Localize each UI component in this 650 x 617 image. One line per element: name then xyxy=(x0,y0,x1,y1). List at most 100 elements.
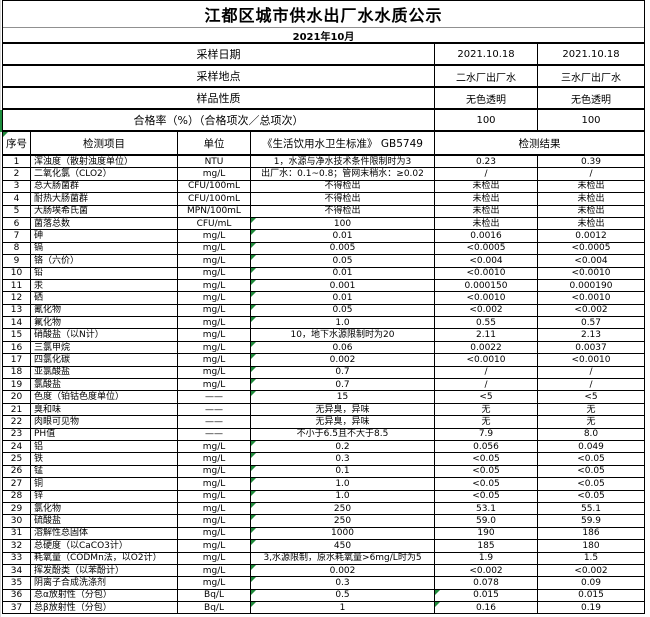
sample-nature-plant3[interactable]: 无色透明 xyxy=(571,94,611,106)
cell-result-plant3[interactable]: <0.05 xyxy=(577,454,605,465)
cell-unit[interactable]: mg/L xyxy=(178,478,251,490)
cell-result-plant3[interactable]: 无 xyxy=(586,416,596,427)
cell-test-item[interactable]: 亚氯酸盐 xyxy=(31,366,178,379)
cell-result-plant3[interactable]: 0.0037 xyxy=(575,342,607,353)
cell-standard-limit[interactable]: 1.0 xyxy=(251,478,435,490)
cell-test-item[interactable]: 锰 xyxy=(31,465,178,478)
cell-standard-limit[interactable]: 450 xyxy=(251,540,435,552)
cell-standard-limit[interactable]: 0.01 xyxy=(251,292,435,304)
pass-rate-plant2[interactable]: 100 xyxy=(435,110,538,130)
cell-result-plant2[interactable]: 59.0 xyxy=(435,515,538,527)
cell-row-number[interactable]: 10 xyxy=(3,267,31,279)
cell-test-item[interactable]: 耗氧量（CODMn法，以O2计） xyxy=(31,552,178,564)
cell-row-number[interactable]: 19 xyxy=(3,379,31,391)
header-no[interactable]: 序号 xyxy=(3,132,31,154)
cell-result-plant2[interactable]: 0.16 xyxy=(435,602,538,614)
cell-unit[interactable]: mg/L xyxy=(178,552,251,564)
cell-test-item[interactable]: 溶解性总固体 xyxy=(31,527,178,540)
cell-unit[interactable]: mg/L xyxy=(178,379,251,391)
cell-row-number[interactable]: 13 xyxy=(3,304,31,317)
cell-test-item[interactable]: PH值 xyxy=(31,428,178,440)
cell-test-item[interactable]: 三氯甲烷 xyxy=(31,341,178,354)
cell-standard-limit[interactable]: 3,水源限制，原水耗氧量>6mg/L时为5 xyxy=(251,552,435,564)
cell-row-number[interactable]: 21 xyxy=(3,403,31,416)
cell-unit[interactable]: mg/L xyxy=(178,267,251,279)
cell-standard-limit[interactable]: 0.005 xyxy=(251,242,435,255)
cell-result-plant2[interactable]: 190 xyxy=(435,527,538,540)
cell-test-item[interactable]: 砷 xyxy=(31,230,178,242)
cell-row-number[interactable]: 14 xyxy=(3,317,31,329)
cell-standard-limit[interactable]: 不得检出 xyxy=(251,205,435,217)
cell-row-number[interactable]: 36 xyxy=(3,589,31,602)
cell-unit[interactable]: —— xyxy=(178,391,251,403)
cell-result-plant2[interactable]: 未检出 xyxy=(435,180,538,193)
page-title[interactable]: 江都区城市供水出厂水水质公示 xyxy=(204,6,443,25)
cell-unit[interactable]: mg/L xyxy=(178,540,251,552)
cell-unit[interactable]: mg/L xyxy=(178,515,251,527)
cell-test-item[interactable]: 总硬度（以CaCO3计） xyxy=(31,540,178,552)
cell-result-plant2[interactable]: 2.11 xyxy=(435,329,538,341)
cell-standard-limit[interactable]: 0.002 xyxy=(251,354,435,366)
cell-test-item[interactable]: 氟化物 xyxy=(31,317,178,329)
cell-test-item[interactable]: 汞 xyxy=(31,279,178,292)
cell-result-plant3[interactable]: <5 xyxy=(584,392,598,403)
sample-location-plant3[interactable]: 三水厂出厂水 xyxy=(561,72,621,84)
cell-standard-limit[interactable]: 0.01 xyxy=(251,230,435,242)
cell-result-plant3[interactable]: 0.0012 xyxy=(575,231,607,242)
cell-result-plant3[interactable]: 180 xyxy=(582,540,600,551)
cell-standard-limit[interactable]: 不小于6.5且不大于8.5 xyxy=(251,428,435,440)
cell-row-number[interactable]: 35 xyxy=(3,577,31,589)
cell-unit[interactable]: Bq/L xyxy=(178,602,251,614)
cell-standard-limit[interactable]: 0.001 xyxy=(251,279,435,292)
cell-result-plant3[interactable]: <0.0010 xyxy=(571,354,611,365)
cell-standard-limit[interactable]: 250 xyxy=(251,515,435,527)
cell-result-plant3[interactable]: 0.09 xyxy=(580,577,602,588)
cell-test-item[interactable]: 总大肠菌群 xyxy=(31,180,178,193)
cell-row-number[interactable]: 22 xyxy=(3,416,31,428)
cell-standard-limit[interactable]: 不得检出 xyxy=(251,180,435,193)
cell-standard-limit[interactable]: 10，地下水源限制时为20 xyxy=(251,329,435,341)
cell-result-plant3[interactable]: 55.1 xyxy=(580,503,602,514)
cell-result-plant3[interactable]: 2.13 xyxy=(580,330,602,341)
cell-result-plant2[interactable]: <0.05 xyxy=(435,465,538,478)
cell-unit[interactable]: CFU/100mL xyxy=(178,180,251,193)
cell-row-number[interactable]: 4 xyxy=(3,193,31,205)
cell-result-plant2[interactable]: 无 xyxy=(435,403,538,416)
cell-standard-limit[interactable]: 1000 xyxy=(251,527,435,540)
cell-result-plant3[interactable]: <0.05 xyxy=(577,491,605,502)
cell-result-plant3[interactable]: 59.9 xyxy=(580,516,602,527)
cell-test-item[interactable]: 挥发酚类（以苯酚计） xyxy=(31,564,178,577)
cell-unit[interactable]: mg/L xyxy=(178,502,251,515)
cell-result-plant3[interactable]: 1.5 xyxy=(583,553,599,564)
cell-unit[interactable]: —— xyxy=(178,428,251,440)
cell-result-plant2[interactable]: <0.002 xyxy=(435,304,538,317)
cell-unit[interactable]: NTU xyxy=(178,156,251,168)
cell-row-number[interactable]: 34 xyxy=(3,564,31,577)
cell-result-plant3[interactable]: 0.015 xyxy=(578,590,604,601)
header-standard[interactable]: 《生活饮用水卫生标准》 GB5749 xyxy=(251,132,435,154)
cell-result-plant2[interactable]: 0.000150 xyxy=(435,279,538,292)
cell-row-number[interactable]: 27 xyxy=(3,478,31,490)
cell-result-plant2[interactable]: / xyxy=(435,366,538,379)
cell-row-number[interactable]: 18 xyxy=(3,366,31,379)
cell-row-number[interactable]: 26 xyxy=(3,465,31,478)
cell-unit[interactable]: CFU/mL xyxy=(178,217,251,230)
cell-unit[interactable]: mg/L xyxy=(178,354,251,366)
cell-test-item[interactable]: 阴离子合成洗涤剂 xyxy=(31,577,178,589)
cell-standard-limit[interactable]: 0.06 xyxy=(251,341,435,354)
cell-standard-limit[interactable]: 0.2 xyxy=(251,440,435,453)
cell-unit[interactable]: mg/L xyxy=(178,279,251,292)
cell-unit[interactable]: mg/L xyxy=(178,230,251,242)
cell-standard-limit[interactable]: 100 xyxy=(251,217,435,230)
cell-result-plant2[interactable]: 未检出 xyxy=(435,217,538,230)
cell-unit[interactable]: mg/L xyxy=(178,577,251,589)
cell-unit[interactable]: mg/L xyxy=(178,304,251,317)
cell-standard-limit[interactable]: 0.05 xyxy=(251,304,435,317)
header-unit[interactable]: 单位 xyxy=(178,132,251,154)
cell-result-plant2[interactable]: <0.05 xyxy=(435,490,538,502)
cell-result-plant2[interactable]: / xyxy=(435,379,538,391)
cell-test-item[interactable]: 硫酸盐 xyxy=(31,515,178,527)
cell-standard-limit[interactable]: 0.002 xyxy=(251,564,435,577)
cell-standard-limit[interactable]: 250 xyxy=(251,502,435,515)
cell-standard-limit[interactable]: 15 xyxy=(251,391,435,403)
